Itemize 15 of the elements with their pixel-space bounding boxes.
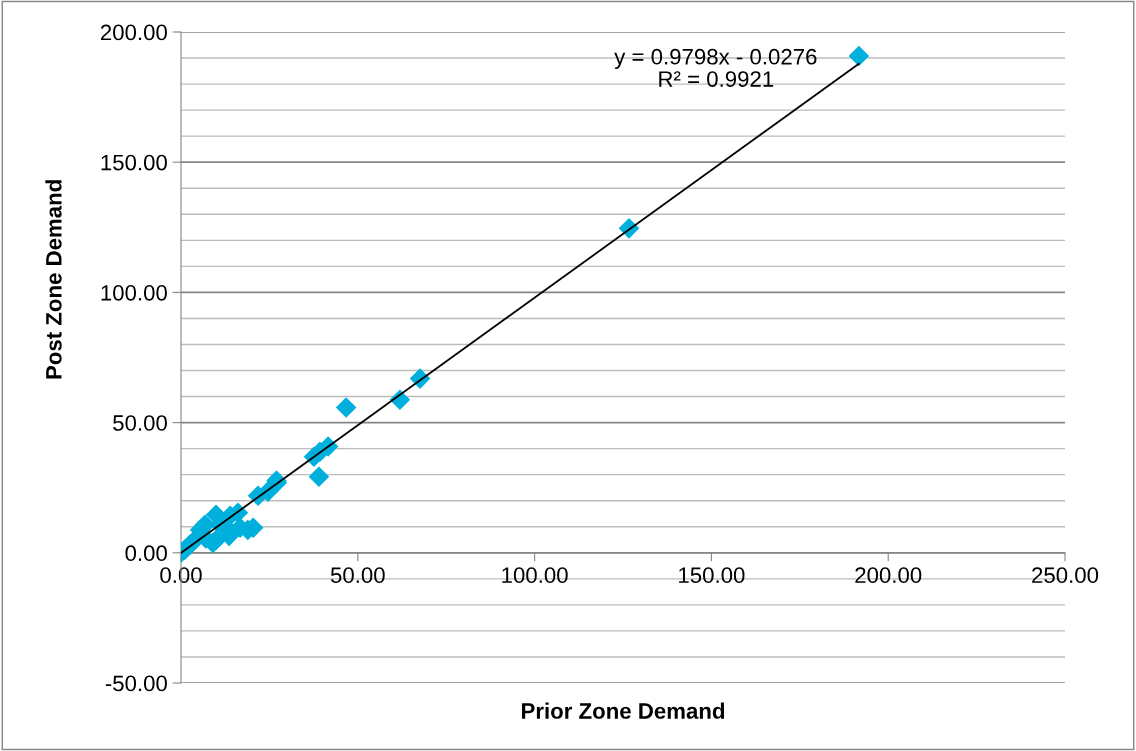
y-axis-title: Post Zone Demand — [45, 180, 62, 379]
y-tick-label: 200.00 — [100, 24, 167, 41]
y-tick-label: 150.00 — [101, 154, 167, 171]
x-tick-label: 150.00 — [679, 567, 745, 584]
x-tick-label: 50.00 — [330, 567, 385, 584]
y-tick-label: 0.00 — [125, 545, 167, 562]
x-tick-label: 0.00 — [160, 567, 202, 584]
annotation: y = 0.9798x - 0.0276 R² = 0.9921 — [614, 48, 817, 87]
x-tick-label: 100.00 — [502, 567, 568, 584]
y-tick-label: 50.00 — [113, 415, 167, 431]
x-axis-title: Prior Zone Demand — [522, 702, 725, 719]
y-tick-label: -50.00 — [105, 675, 167, 692]
y-tick-label: 100.00 — [101, 284, 167, 301]
x-tick-label: 200.00 — [855, 567, 922, 584]
x-tick-label: 250.00 — [1032, 567, 1099, 584]
